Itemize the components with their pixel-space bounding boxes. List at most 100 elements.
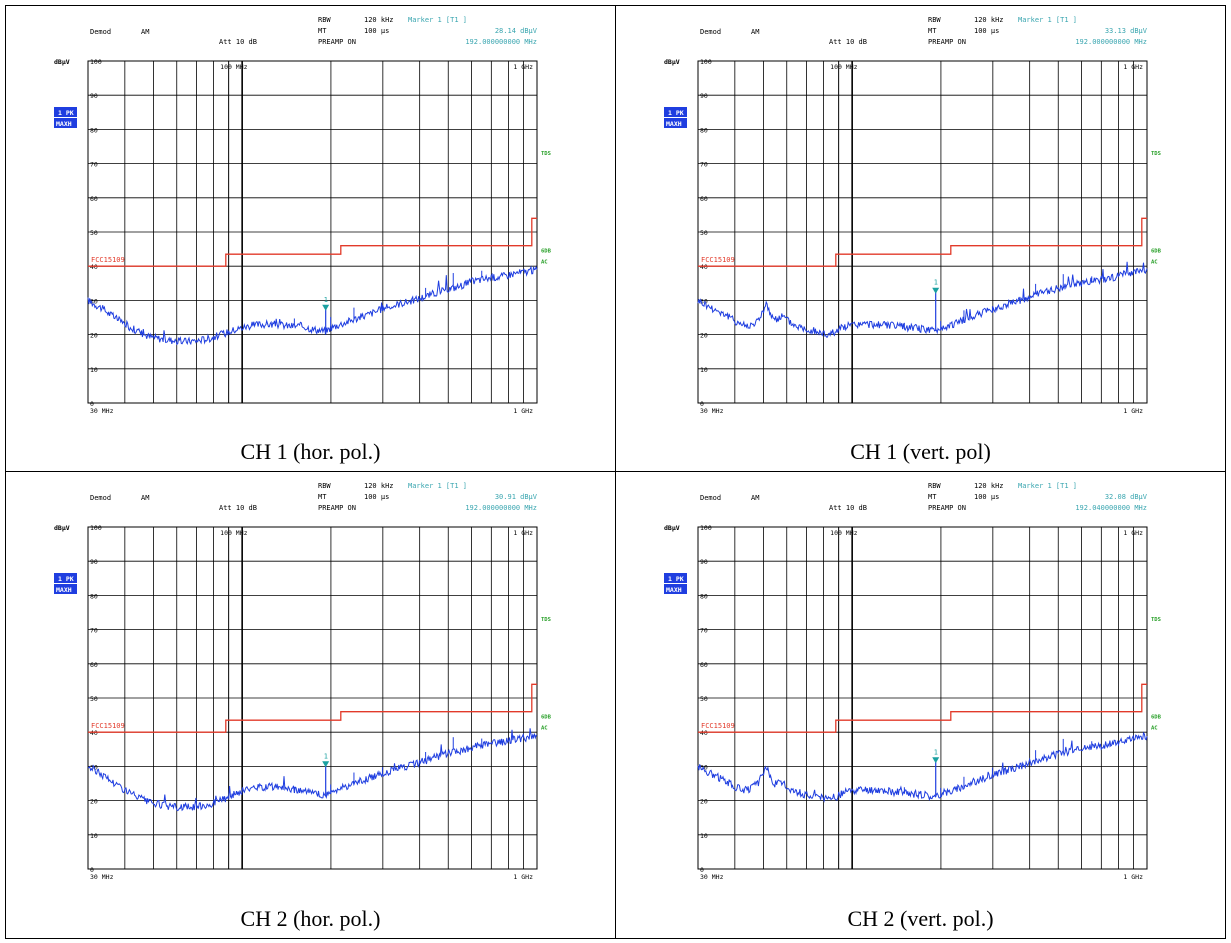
y-tick-label: 10 [700,832,708,840]
mt-label: MT [318,493,327,501]
x-mid-top-label: 100 MHz [830,63,857,71]
y-tick-label: 50 [700,229,708,237]
attenuation-label: Att 10 dB [829,38,867,46]
emi-spectrum-chart: Demod AM Att 10 dB RBW 120 kHz MT 100 µs PREAMP… [664,482,1162,881]
panel-caption: CH 2 (hor. pol.) [240,906,381,931]
rbw-value: 120 kHz [974,16,1004,24]
rbw-label: RBW [928,16,941,24]
rbw-value: 120 kHz [364,482,394,490]
x-end-label: 1 GHz [513,873,533,881]
x-start-label: 30 MHz [700,873,724,881]
trace-mode-box [54,584,77,594]
trace-mode: MAXH [666,120,682,128]
mt-value: 100 µs [974,27,999,35]
y-tick-label: 70 [700,161,708,169]
limit-line [88,683,537,733]
x-end-top-label: 1 GHz [1123,529,1143,537]
panel-cell-3: Demod AM Att 10 dB RBW 120 kHz MT 100 µs PREAMP… [615,471,1226,939]
y-tick-label: 100 [90,58,102,66]
trace-badge: 1 PK [58,575,74,583]
marker-frequency: 192.000000000 MHz [465,504,537,512]
y-tick-label: 70 [90,161,98,169]
marker-title: Marker 1 [T1 ] [408,16,467,24]
panel-caption: CH 1 (hor. pol.) [240,439,381,464]
marker-triangle-icon [322,761,330,768]
trace-badge: 1 PK [668,109,684,117]
y-tick-label: 50 [90,695,98,703]
side-label-ac: AC [541,259,548,265]
y-tick-label: 100 [90,524,102,532]
y-tick-label: 40 [700,263,708,271]
marker-level: 33.13 dBµV [1105,27,1148,35]
rbw-label: RBW [928,482,941,490]
trace-mode: MAXH [56,586,72,594]
x-end-label: 1 GHz [513,407,533,415]
unit-label: dBµV [664,524,680,532]
attenuation-label: Att 10 dB [219,38,257,46]
side-label-tds: TDS [541,617,551,623]
y-tick-label: 60 [700,661,708,669]
y-tick-label: 90 [90,558,98,566]
y-tick-label: 30 [700,763,708,771]
side-label-tds: TDS [1151,617,1161,623]
side-label-6db: 6DB [541,249,552,255]
rbw-label: RBW [318,16,331,24]
marker-frequency: 192.000000000 MHz [465,38,537,46]
marker-title: Marker 1 [T1 ] [1018,482,1077,490]
y-tick-label: 90 [700,558,708,566]
y-tick-label: 80 [700,126,708,134]
y-tick-label: 60 [700,195,708,203]
panel-cell-1: Demod AM Att 10 dB RBW 120 kHz MT 100 µs PREAMP… [615,5,1226,472]
y-tick-label: 50 [90,229,98,237]
panel-caption: CH 2 (vert. pol.) [847,906,994,931]
attenuation-label: Att 10 dB [829,504,867,512]
demod-label: Demod [90,494,111,502]
mt-label: MT [928,493,937,501]
y-tick-label: 60 [90,195,98,203]
measurement-trace [697,731,1148,803]
marker-level: 28.14 dBµV [495,27,538,35]
y-tick-label: 70 [700,627,708,635]
x-end-top-label: 1 GHz [513,63,533,71]
unit-label: dBµV [664,58,680,66]
y-tick-label: 0 [90,866,94,874]
panel-caption: CH 1 (vert. pol) [850,439,991,464]
y-tick-label: 90 [90,92,98,100]
marker-label: 1 [934,279,938,287]
x-mid-top-label: 100 MHz [830,529,857,537]
y-tick-label: 10 [90,832,98,840]
marker-level: 32.08 dBµV [1105,493,1148,501]
y-tick-label: 90 [700,92,708,100]
marker-title: Marker 1 [T1 ] [408,482,467,490]
side-label-tds: TDS [541,151,551,157]
marker-label: 1 [324,296,328,304]
marker-frequency: 192.000000000 MHz [1075,38,1147,46]
mt-label: MT [928,27,937,35]
y-tick-label: 100 [700,524,712,532]
x-start-label: 30 MHz [90,407,114,415]
y-tick-label: 100 [700,58,712,66]
unit-label: dBµV [54,58,70,66]
results-table: Demod AM Att 10 dB RBW 120 kHz MT 100 µs PREAMP… [5,5,1226,939]
y-tick-label: 50 [700,695,708,703]
trace-mode-box [664,584,687,594]
measurement-trace [697,261,1148,338]
demod-value: AM [751,494,759,502]
marker-triangle-icon [932,757,940,764]
y-tick-label: 20 [90,798,98,806]
y-tick-label: 10 [90,366,98,374]
panel-cell-2: Demod AM Att 10 dB RBW 120 kHz MT 100 µs PREAMP… [5,471,616,939]
x-start-label: 30 MHz [700,407,724,415]
rbw-label: RBW [318,482,331,490]
marker-frequency: 192.040000000 MHz [1075,504,1147,512]
rbw-value: 120 kHz [364,16,394,24]
y-tick-label: 80 [90,126,98,134]
emi-spectrum-chart: Demod AM Att 10 dB RBW 120 kHz MT 100 µs PREAMP… [664,16,1162,415]
y-tick-label: 40 [700,729,708,737]
y-tick-label: 70 [90,627,98,635]
demod-label: Demod [700,494,721,502]
preamp-label: PREAMP ON [318,504,356,512]
side-label-ac: AC [1151,259,1158,265]
emi-spectrum-chart: Demod AM Att 10 dB RBW 120 kHz MT 100 µs PREAMP… [54,16,552,415]
trace-mode-box [664,118,687,128]
